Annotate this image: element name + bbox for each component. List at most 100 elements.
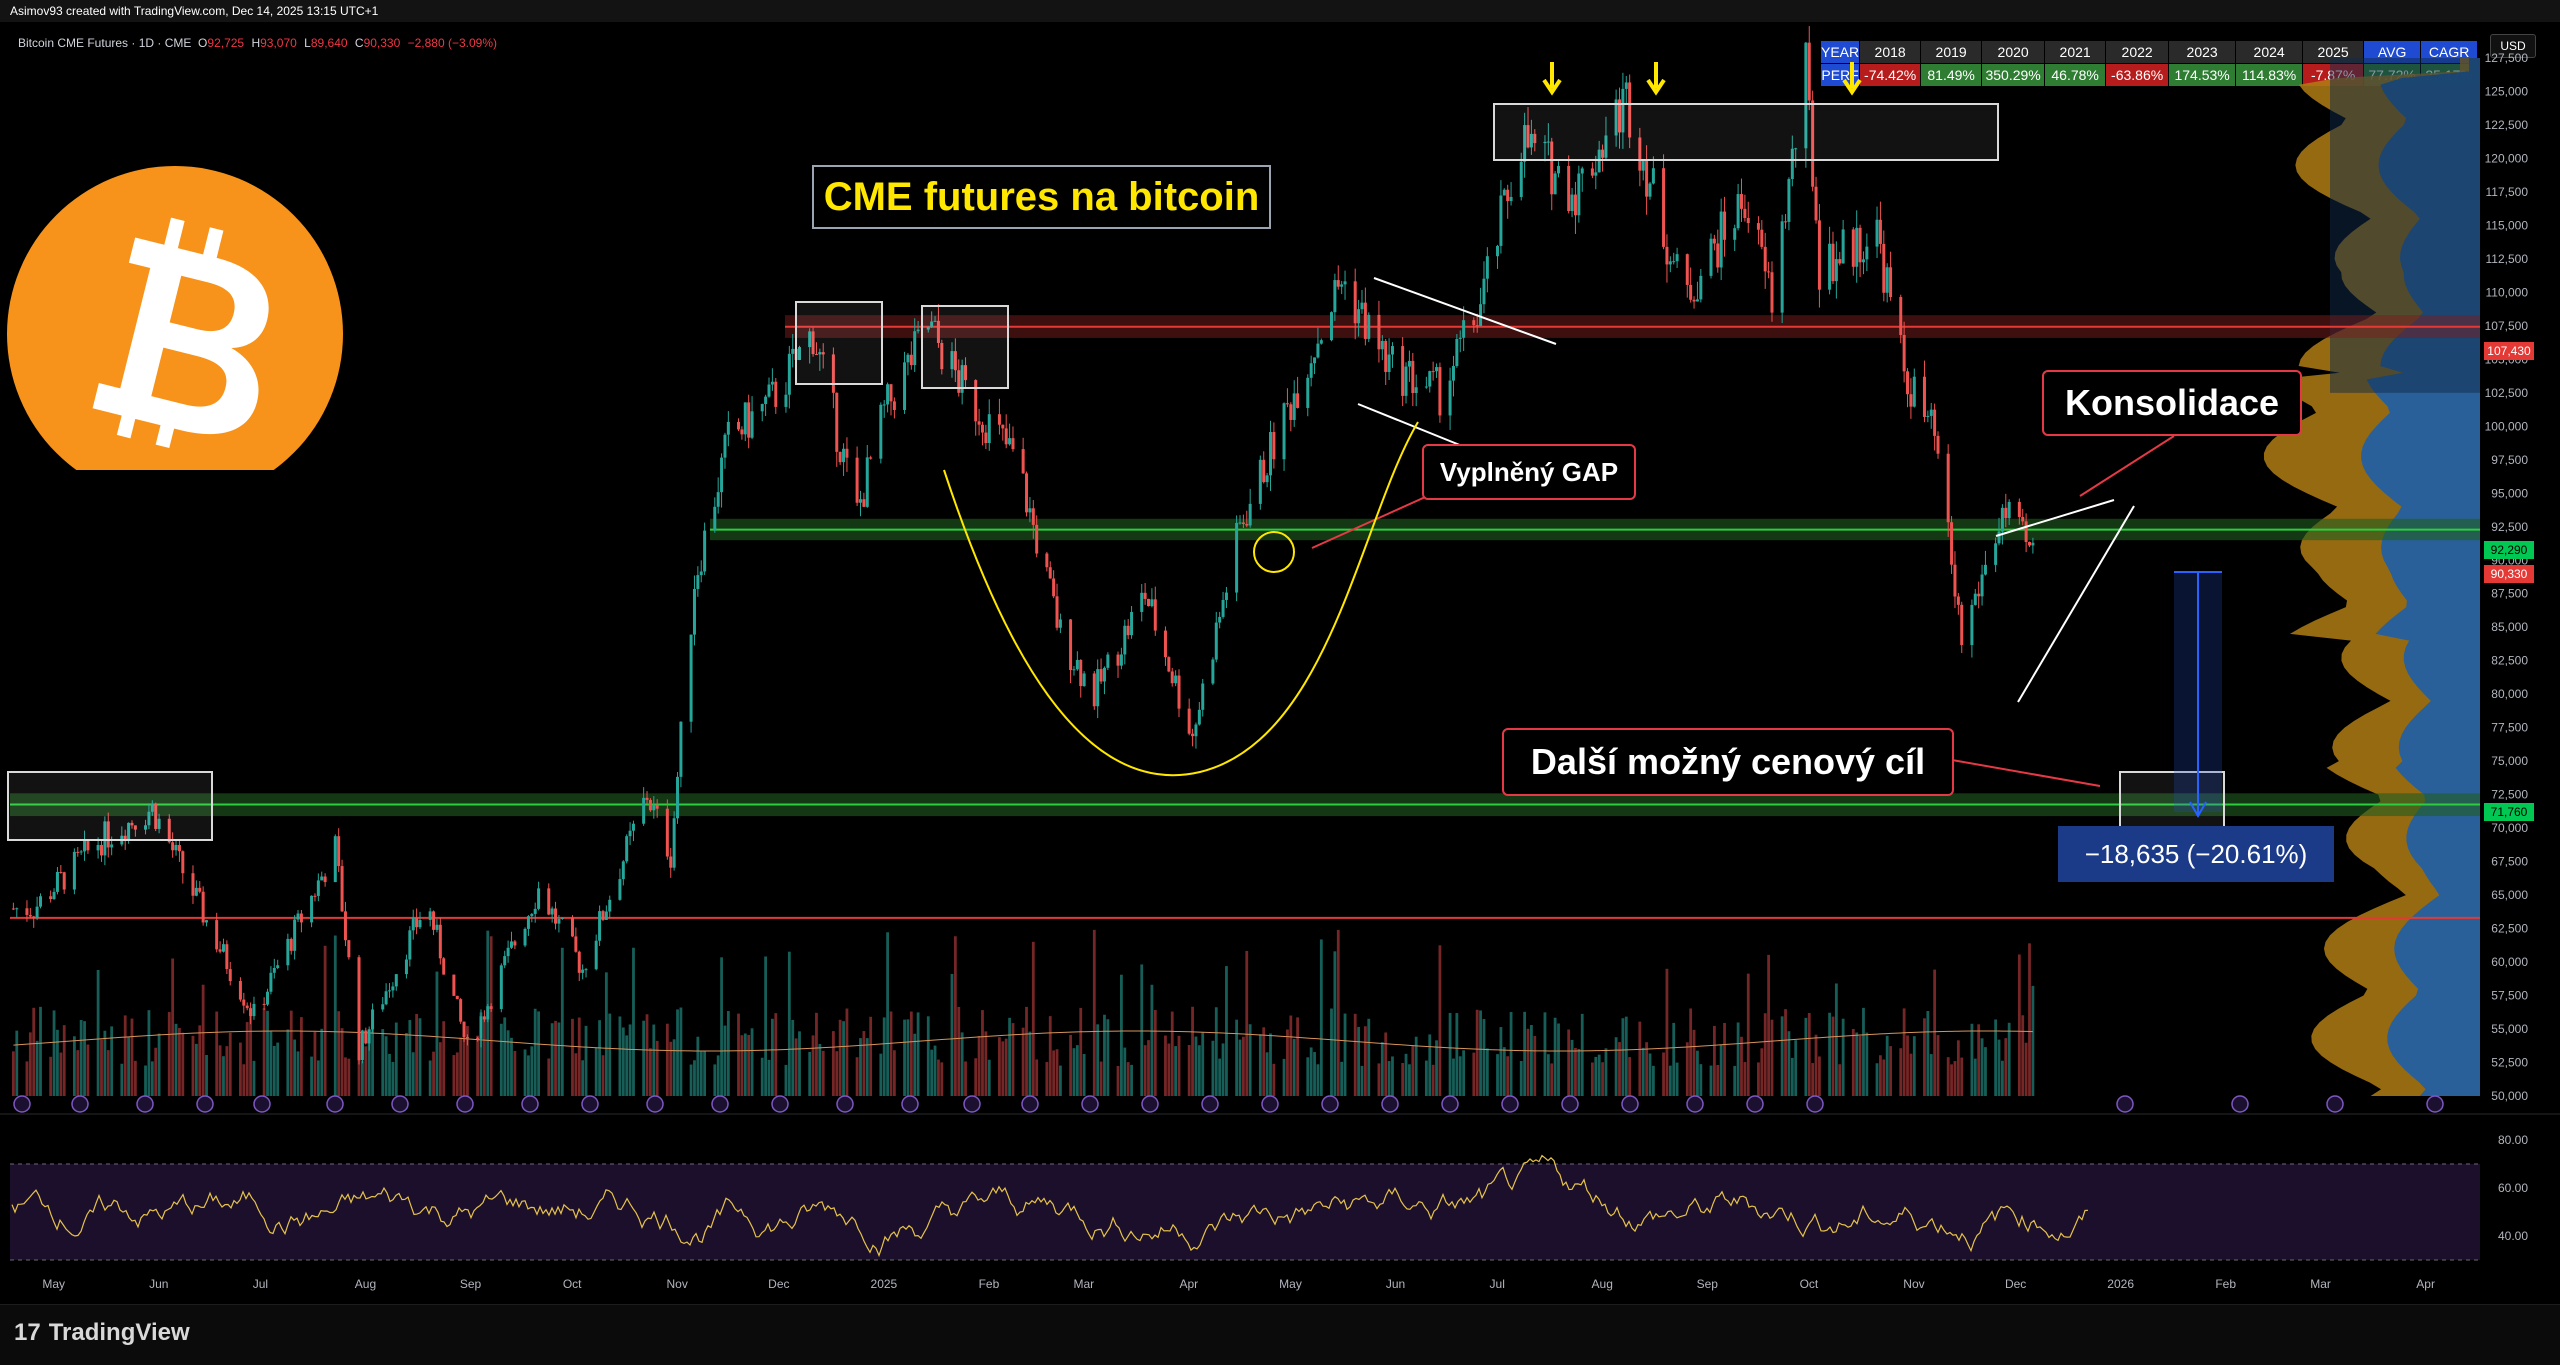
candle-body xyxy=(1319,340,1323,344)
volume-bar xyxy=(1533,1035,1537,1096)
volume-bar xyxy=(1784,1009,1787,1096)
candle-body xyxy=(181,851,185,874)
candle-body xyxy=(1390,346,1394,355)
candle-body xyxy=(1723,211,1727,240)
volume-bar xyxy=(1147,1040,1150,1096)
candle-body xyxy=(1858,227,1862,263)
event-marker-icon xyxy=(963,1095,981,1113)
event-marker-icon xyxy=(196,1095,214,1113)
volume-bar xyxy=(347,1058,351,1096)
symbol-name[interactable]: Bitcoin CME Futures · 1D · CME xyxy=(18,36,192,50)
price-tick-label: 102,500 xyxy=(2485,386,2529,400)
volume-bar xyxy=(818,1043,822,1096)
volume-bar xyxy=(1834,983,1838,1096)
symbol-legend[interactable]: Bitcoin CME Futures · 1D · CME O92,725 H… xyxy=(18,36,501,50)
measure-arrow-head-icon xyxy=(2189,801,2207,819)
candle-body xyxy=(1618,99,1622,133)
candle-body xyxy=(987,414,991,444)
candle-body xyxy=(811,331,815,355)
volume-bar xyxy=(1035,1059,1039,1096)
attribution-text: Asimov93 created with TradingView.com, D… xyxy=(10,4,379,18)
candle-body xyxy=(1767,271,1771,273)
candle-body xyxy=(1096,669,1100,707)
candle-body xyxy=(238,981,242,1000)
price-tick-label: 65,000 xyxy=(2491,888,2528,902)
candle-body xyxy=(262,1003,266,1005)
year-cell: 2022 xyxy=(2105,40,2170,64)
volume-bar xyxy=(1712,1025,1716,1096)
candle-body xyxy=(1238,522,1242,524)
volume-bar xyxy=(1994,1019,1998,1096)
volume-bar xyxy=(1225,966,1228,1096)
event-marker-icon xyxy=(771,1095,789,1113)
volume-bar xyxy=(933,1045,937,1096)
price-tick-label: 125,000 xyxy=(2485,84,2529,98)
volume-bar xyxy=(2021,1015,2025,1096)
gap-annotation[interactable]: Vyplněný GAP xyxy=(1422,444,1636,500)
volume-bar xyxy=(930,1049,934,1096)
candle-body xyxy=(838,451,842,463)
candle-body xyxy=(1147,598,1151,607)
candle-body xyxy=(1431,371,1435,373)
volume-bar xyxy=(628,1024,632,1096)
chart-area[interactable] xyxy=(0,22,2560,1304)
chart-title-annotation[interactable]: CME futures na bitcoin xyxy=(812,165,1271,229)
volume-bar xyxy=(655,1040,659,1096)
candle-body xyxy=(1739,194,1743,209)
candle-body xyxy=(1573,194,1577,216)
consolidation-annotation[interactable]: Konsolidace xyxy=(2042,370,2302,436)
candle-body xyxy=(1814,186,1818,221)
candle-body xyxy=(1550,141,1554,195)
target-annotation[interactable]: Další možný cenový cíl xyxy=(1502,728,1954,796)
volume-bar xyxy=(550,1023,554,1096)
candle-body xyxy=(845,448,849,458)
tradingview-logo[interactable]: 17 TradingView xyxy=(14,1319,190,1347)
volume-bar xyxy=(577,1017,581,1096)
event-marker-icon xyxy=(711,1095,729,1113)
volume-bar xyxy=(1472,1052,1476,1096)
candle-body xyxy=(1526,125,1530,148)
volume-bar xyxy=(1431,1064,1435,1096)
volume-profile xyxy=(2263,58,2480,1096)
volume-bar xyxy=(1950,1064,1953,1096)
candle-body xyxy=(1116,654,1120,666)
candle-body xyxy=(367,1029,371,1044)
volume-bar xyxy=(1353,1013,1357,1096)
left-target-box xyxy=(7,771,213,841)
candle-body xyxy=(726,421,730,435)
price-tick-label: 95,000 xyxy=(2491,486,2528,500)
volume-bar xyxy=(1811,1063,1815,1096)
volume-bar xyxy=(1580,1013,1584,1096)
volume-bar xyxy=(32,1007,36,1096)
event-marker-icon xyxy=(2426,1095,2444,1113)
candle-body xyxy=(1099,669,1103,682)
currency-button[interactable]: USD xyxy=(2490,34,2536,58)
volume-bar xyxy=(333,935,337,1096)
price-tick-label: 57,500 xyxy=(2491,989,2528,1003)
volume-bar xyxy=(1794,1040,1798,1096)
candle-body xyxy=(1404,366,1408,396)
event-marker-icon xyxy=(2231,1095,2249,1113)
candle-body xyxy=(191,873,195,896)
candle-body xyxy=(604,911,608,920)
price-range-measure-label[interactable]: −18,635 (−20.61%) xyxy=(2058,826,2334,882)
candle-body xyxy=(38,896,42,907)
time-tick-label: Nov xyxy=(1903,1277,1924,1291)
candle-body xyxy=(1058,619,1062,628)
volume-bar xyxy=(1665,968,1669,1096)
candle-body xyxy=(32,916,36,919)
candle-body xyxy=(1407,360,1411,367)
time-tick-label: Dec xyxy=(2005,1277,2026,1291)
candle-body xyxy=(1601,149,1605,158)
candle-body xyxy=(720,457,724,493)
price-chart[interactable]: 80.00 60.00 40.00 127,500 125,000 122,500 120… xyxy=(0,22,2560,1304)
candle-body xyxy=(950,351,954,370)
candle-body xyxy=(1289,404,1293,420)
candle-body xyxy=(198,887,202,892)
volume-bar xyxy=(510,1037,513,1096)
volume-bar xyxy=(1211,1040,1215,1096)
candle-body xyxy=(1953,564,1957,597)
candle-body xyxy=(1211,659,1215,684)
volume-bar xyxy=(2000,1060,2004,1096)
volume-bar xyxy=(1530,1025,1533,1096)
